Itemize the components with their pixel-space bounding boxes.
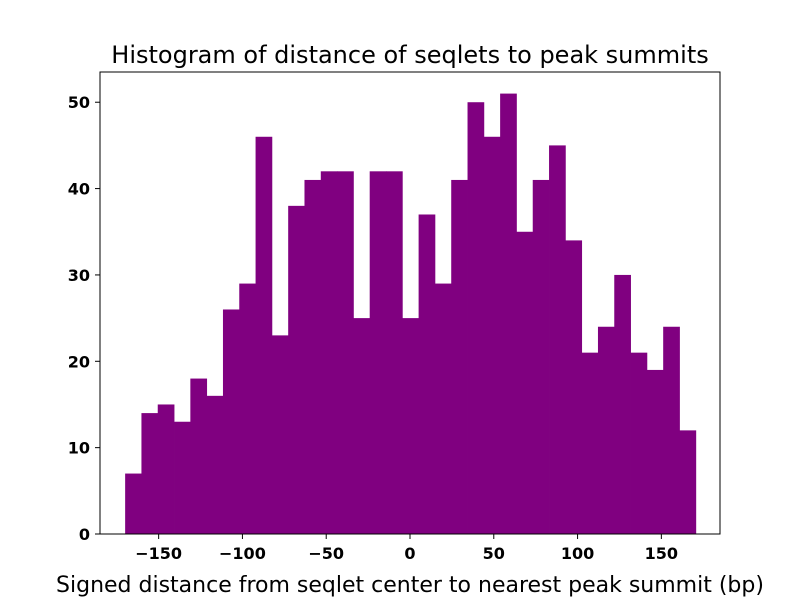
histogram-bar (255, 136, 273, 534)
histogram-bar (418, 214, 436, 535)
histogram-bar (353, 318, 371, 534)
y-tick-label: 40 (68, 180, 90, 199)
histogram-bar (304, 179, 322, 534)
histogram-bar (141, 413, 159, 534)
histogram-bar (581, 352, 599, 534)
x-tick-label: −100 (219, 544, 266, 563)
histogram-bar (271, 335, 289, 534)
histogram-bar (386, 171, 403, 534)
histogram-bars (125, 93, 697, 535)
histogram-bar (614, 274, 631, 534)
histogram-bar (679, 430, 697, 534)
x-axis: −150 −100 −50 0 50 100 150 (135, 534, 678, 563)
histogram-bar (320, 171, 338, 534)
histogram-bar (467, 102, 485, 534)
histogram-bar (288, 205, 305, 534)
histogram-bar (532, 179, 550, 534)
histogram-bar (206, 395, 224, 534)
histogram-bar (565, 240, 583, 534)
histogram-bar (597, 326, 615, 534)
histogram-bar (125, 473, 142, 534)
y-tick-label: 0 (79, 525, 90, 544)
histogram-bar (239, 283, 256, 534)
x-tick-label: 100 (561, 544, 594, 563)
histogram-bar (402, 318, 420, 534)
y-tick-label: 10 (68, 439, 90, 458)
y-tick-label: 20 (68, 352, 90, 371)
histogram-bar (434, 283, 452, 534)
x-tick-label: −50 (308, 544, 344, 563)
chart-title: Histogram of distance of seqlets to peak… (111, 41, 708, 69)
histogram-bar (549, 145, 566, 534)
histogram-bar (337, 171, 354, 534)
histogram-bar (483, 136, 501, 534)
histogram-bar (630, 352, 648, 534)
histogram-bar (157, 404, 175, 534)
histogram-bar (369, 171, 387, 534)
y-tick-label: 50 (68, 93, 90, 112)
histogram-bar (222, 309, 240, 534)
histogram-bar (516, 231, 534, 534)
x-tick-label: 0 (404, 544, 415, 563)
x-axis-label: Signed distance from seqlet center to ne… (56, 573, 764, 598)
x-tick-label: 150 (645, 544, 678, 563)
histogram-bar (174, 421, 191, 534)
y-tick-label: 30 (68, 266, 90, 285)
x-tick-label: −150 (135, 544, 182, 563)
histogram-bar (646, 369, 664, 534)
histogram-bar (451, 179, 468, 534)
histogram-bar (663, 326, 680, 534)
histogram-bar (190, 378, 208, 534)
y-axis: 0 10 20 30 40 50 (68, 93, 100, 544)
x-tick-label: 50 (483, 544, 505, 563)
histogram-bar (500, 93, 517, 534)
